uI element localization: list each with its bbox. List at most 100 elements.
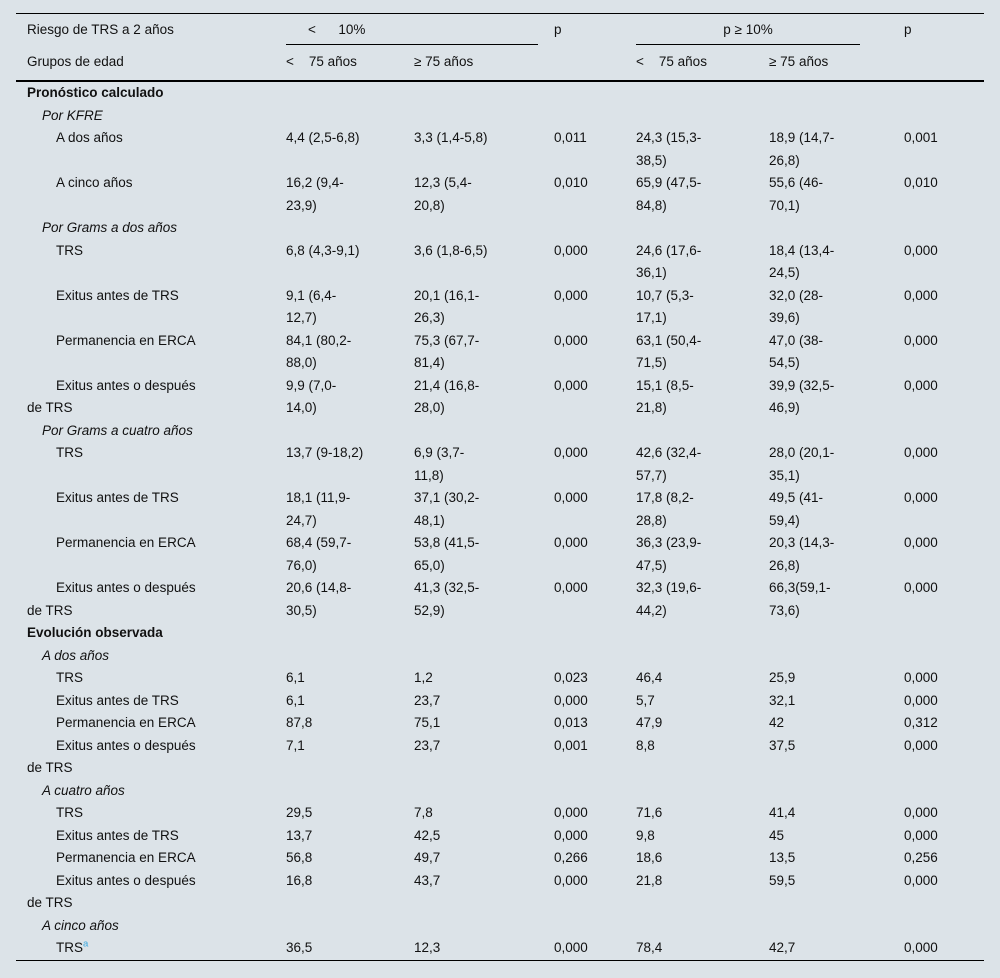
p-value-cell: 0,000 [904,940,938,955]
value-cell: 7,1 [286,737,305,753]
value-cell: 5,7 [636,692,655,708]
p-value-cell: 0,000 [904,242,938,258]
row-label: Exitus antes de TRS [56,692,179,708]
value-cell: 84,1 (80,2-88,0) [286,332,352,371]
value-cell: 47,0 (38-54,5) [769,332,824,371]
table-row: TRS 6,1 1,2 0,023 46,4 25,9 0,000 [16,667,984,690]
value-cell: 32,0 (28-39,6) [769,287,824,326]
row-label: Exitus antes de TRS [56,490,179,505]
value-cell: 43,7 [414,872,441,888]
table-row: Exitus antes o después de TRS 9,9 (7,0-14… [16,375,984,420]
group-header-ge10: p ≥ 10% [636,14,904,45]
row-label: Exitus antes de TRS [56,827,179,843]
p-value-cell: 0,312 [904,715,938,730]
p-value-cell: 0,000 [554,535,588,550]
row-label: Permanencia en ERCA [56,332,196,348]
value-cell: 18,1 (11,9-24,7) [286,490,351,528]
value-cell: 6,8 (4,3-9,1) [286,242,360,258]
p-value-cell: 0,001 [904,130,938,145]
value-cell: 6,9 (3,7-11,8) [414,445,465,483]
p-value-cell: 0,000 [904,805,938,820]
p-column-header-1: p [554,22,562,37]
table-body: Pronóstico calculado Por KFRE A dos años 4,… [16,81,984,960]
value-cell: 20,1 (16,1-26,3) [414,287,480,326]
p-value-cell: 0,266 [554,850,588,865]
value-cell: 24,6 (17,6-36,1) [636,242,702,281]
row-label: TRS [56,670,83,685]
row-label: TRS [56,445,83,460]
header-row-age: Grupos de edad < 75 años ≥ 75 años < 75 … [16,45,985,82]
age-col-header-ge75: ≥ 75 años [769,45,905,82]
group-lt10-label: < 10% [286,20,539,45]
value-cell: 12,3 (5,4-20,8) [414,175,472,213]
p-value-cell: 0,000 [904,580,938,595]
subsection-label: A dos años [42,647,110,663]
p-value-cell: 0,010 [904,175,938,190]
table-row: Por Grams a dos años [16,217,984,240]
row-label: Exitus antes o después de TRS [27,377,196,416]
value-cell: 42,7 [769,940,796,955]
value-cell: 1,2 [414,670,433,685]
row-label: Exitus antes o después de TRS [27,872,196,911]
row-label: Exitus antes de TRS [56,287,179,303]
table-row: Exitus antes o después de TRS 16,8 43,7 0,0… [16,870,984,915]
value-cell: 3,3 (1,4-5,8) [414,130,488,145]
subsection-label: A cuatro años [42,782,125,798]
table-row: Evolución observada [16,622,984,645]
footnote-marker-a[interactable]: a [83,938,89,950]
row-label: TRSa [56,938,89,955]
table-row: Exitus antes de TRS 13,7 42,5 0,000 9,8 45 0,0… [16,825,984,848]
section-label: Evolución observada [27,625,163,640]
row-label: A cinco años [56,175,133,190]
table-row: Por Grams a cuatro años [16,420,984,443]
age-col-header-ge75: ≥ 75 años [414,45,555,82]
p-value-cell: 0,000 [554,242,588,258]
value-cell: 12,3 [414,940,441,955]
value-cell: 6,1 [286,670,305,685]
value-cell: 59,5 [769,872,796,888]
p-value-cell: 0,000 [904,535,938,550]
value-cell: 63,1 (50,4-71,5) [636,332,702,371]
value-cell: 7,8 [414,805,433,820]
value-cell: 9,9 (7,0-14,0) [286,377,337,416]
table-row: A cuatro años [16,780,984,803]
empty-header [904,45,985,82]
value-cell: 39,9 (32,5-46,9) [769,377,835,416]
subsection-label: Por KFRE [42,107,103,123]
table-row: A dos años 4,4 (2,5-6,8) 3,3 (1,4-5,8) 0,01… [16,127,984,172]
subsection-label: Por Grams a cuatro años [42,422,193,438]
table-row: TRSa 36,5 12,3 0,000 78,4 42,7 0,000 [16,937,984,960]
p-value-cell: 0,001 [554,737,588,753]
p-value-cell: 0,000 [554,287,588,303]
p-value-cell: 0,000 [554,332,588,348]
value-cell: 4,4 (2,5-6,8) [286,130,360,145]
age-col-header-lt75: < 75 años [636,45,770,82]
table-row: TRS 13,7 (9-18,2) 6,9 (3,7-11,8) 0,000 42,6 … [16,442,984,487]
value-cell: 9,8 [636,827,655,843]
row-label: Permanencia en ERCA [56,715,196,730]
value-cell: 23,7 [414,692,441,708]
value-cell: 42 [769,715,785,730]
p-value-cell: 0,023 [554,670,588,685]
value-cell: 25,9 [769,670,796,685]
value-cell: 37,5 [769,737,796,753]
p-value-cell: 0,000 [904,445,938,460]
table-row: Permanencia en ERCA 84,1 (80,2-88,0) 75,3 … [16,330,984,375]
value-cell: 17,8 (8,2-28,8) [636,490,694,528]
p-value-cell: 0,000 [904,670,938,685]
value-cell: 75,1 [414,715,441,730]
value-cell: 68,4 (59,7-76,0) [286,535,352,573]
table-row: A cinco años [16,915,984,938]
subsection-label: A cinco años [42,917,119,933]
table-row: Exitus antes o después de TRS 7,1 23,7 0,00… [16,735,984,780]
value-cell: 32,3 (19,6-44,2) [636,580,702,618]
table-row: TRS 29,5 7,8 0,000 71,6 41,4 0,000 [16,802,984,825]
value-cell: 21,4 (16,8-28,0) [414,377,480,416]
value-cell: 41,3 (32,5-52,9) [414,580,480,618]
p-value-cell: 0,000 [904,692,938,708]
row-label: Permanencia en ERCA [56,535,196,550]
value-cell: 47,9 [636,715,663,730]
value-cell: 66,3(59,1-73,6) [769,580,831,618]
value-cell: 49,5 (41-59,4) [769,490,824,528]
